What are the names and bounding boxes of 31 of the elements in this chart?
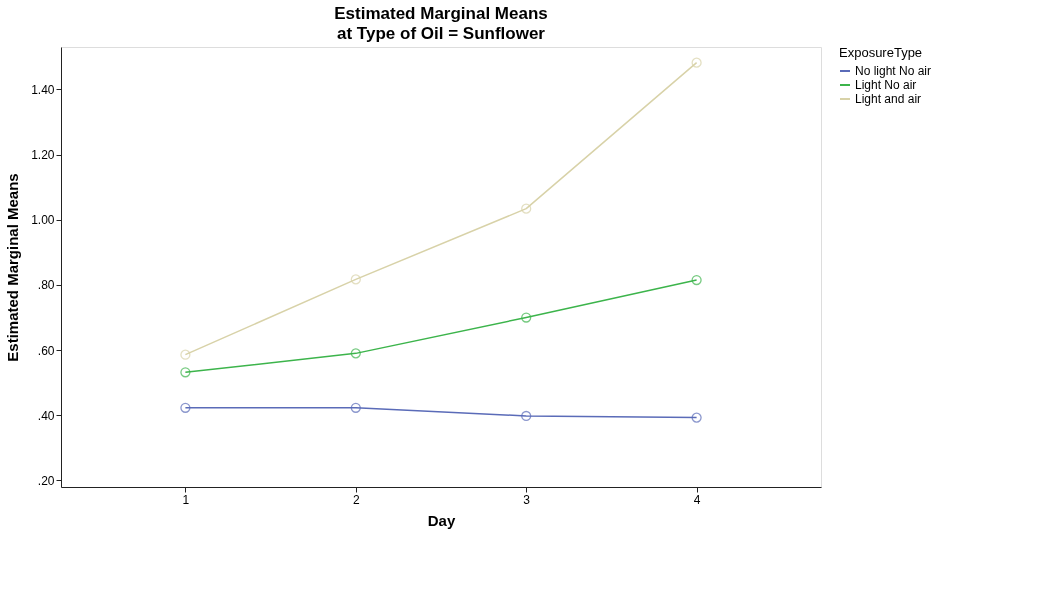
point xyxy=(521,410,532,422)
point xyxy=(521,312,532,323)
point xyxy=(691,57,702,68)
x-tick-label: 3 xyxy=(523,492,531,507)
point xyxy=(691,412,702,423)
legend-label: No light No air xyxy=(855,64,932,78)
x-tick-label: 2 xyxy=(352,492,360,507)
point xyxy=(521,203,532,214)
chart-title: Estimated Marginal Means xyxy=(334,4,548,23)
y-tick-label: .80 xyxy=(37,278,55,293)
x-axis-title: Day xyxy=(427,511,456,529)
legend-label: Light and air xyxy=(855,92,922,106)
point xyxy=(691,274,702,286)
point xyxy=(180,367,191,378)
y-axis-title: Estimated Marginal Means xyxy=(4,173,22,362)
point xyxy=(350,274,361,285)
y-tick-label: .60 xyxy=(37,343,55,358)
x-tick-label: 1 xyxy=(182,492,190,507)
y-tick-label: 1.40 xyxy=(31,82,55,97)
legend-title: ExposureType xyxy=(839,45,923,60)
y-tick-label: .40 xyxy=(37,408,55,423)
legend-label: Light No air xyxy=(855,78,917,92)
x-tick-label: 4 xyxy=(693,492,701,507)
point xyxy=(350,402,361,413)
y-tick-label: 1.00 xyxy=(31,213,55,228)
point xyxy=(180,349,191,360)
y-tick-label: .20 xyxy=(37,473,55,488)
chart-subtitle: at Type of Oil = Sunflower xyxy=(337,24,546,43)
point xyxy=(180,402,191,413)
point xyxy=(350,348,361,359)
y-tick-label: 1.20 xyxy=(31,148,55,163)
